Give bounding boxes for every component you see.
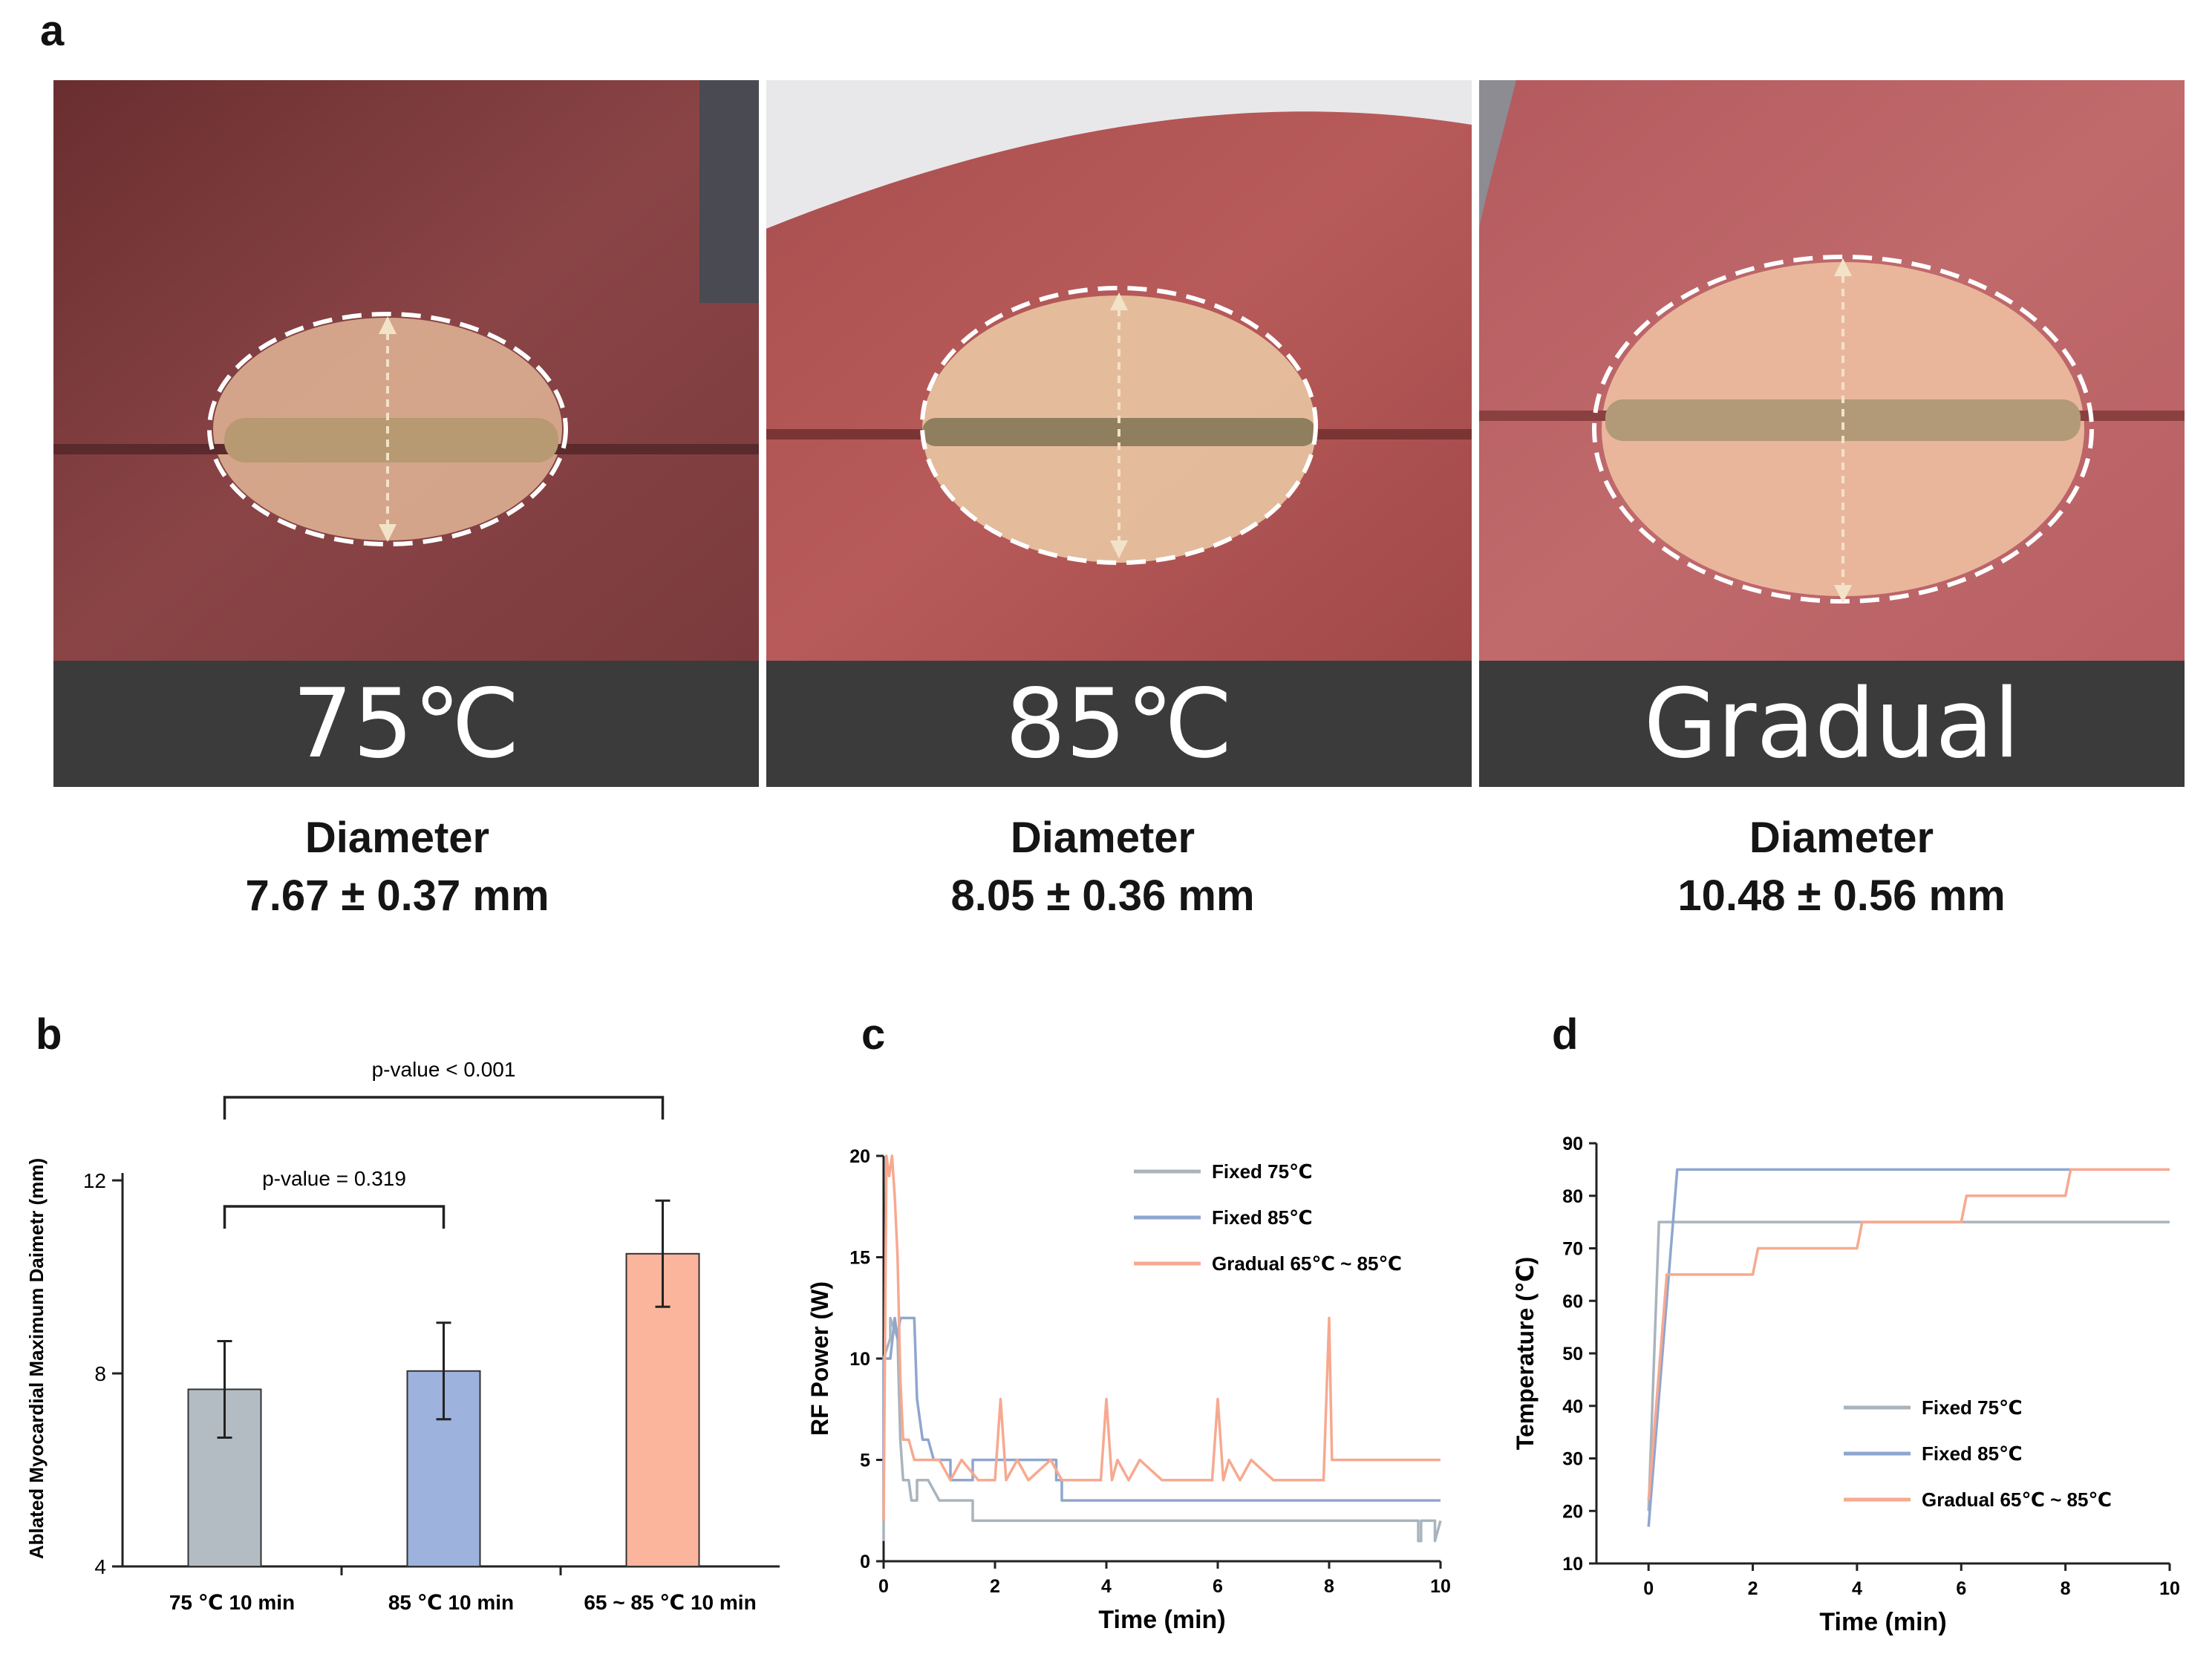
x-tick-label: 6 [1213,1576,1223,1597]
y-tick-label: 4 [94,1555,106,1578]
x-tick-label: 75 ℃ 10 min [169,1591,295,1614]
panel-d-letter: d [1552,1010,1579,1059]
bar-chart-ablation-diameter: 4 8 12 75 ℃ 10 min 85 ℃ 10 min 65 ~ 85 ℃ 10 m… [25,1058,780,1614]
y-tick-label: 15 [849,1248,870,1269]
x-tick-label: 0 [1643,1578,1654,1599]
line-chart-temperature: 10 20 30 40 50 60 70 80 90 0 2 4 6 8 10 Time (min) Tempe… [1512,1134,2180,1636]
series-line [1647,1168,2170,1501]
diameter-block-85c: Diameter 8.05 ± 0.36 mm [746,809,1459,925]
y-tick-label: 80 [1562,1186,1583,1207]
x-tick-label: 8 [1324,1576,1334,1597]
p-value-label: p-value < 0.001 [372,1058,516,1081]
y-tick-label: 20 [849,1146,870,1167]
x-tick-label: 65 ~ 85 ℃ 10 min [584,1591,756,1614]
p-value-label: p-value = 0.319 [262,1167,406,1190]
y-tick-label: 8 [94,1362,106,1385]
x-tick-label: 10 [1430,1576,1451,1597]
series-line [1647,1220,2170,1511]
diameter-block-75c: Diameter 7.67 ± 0.37 mm [41,809,754,925]
y-tick-label: 60 [1562,1291,1583,1312]
panel-b-letter: b [36,1010,62,1059]
y-tick-label: 10 [1562,1554,1583,1575]
y-axis-label: RF Power (W) [806,1281,833,1436]
y-tick-label: 50 [1562,1344,1583,1365]
panel-c-letter: c [861,1010,886,1059]
y-axis-label: Temperature (℃) [1512,1257,1539,1450]
x-tick-label: 6 [1956,1578,1966,1599]
y-tick-label: 70 [1562,1239,1583,1260]
y-tick-label: 90 [1562,1134,1583,1154]
diameter-block-gradual: Diameter 10.48 ± 0.56 mm [1485,809,2198,925]
photo-75c [53,80,759,661]
x-tick-label: 2 [1748,1578,1758,1599]
diameter-title: Diameter [1010,814,1195,862]
diameter-value: 7.67 ± 0.37 mm [245,872,549,920]
legend-label: Fixed 75℃ [1922,1396,2023,1419]
legend-label: Fixed 85℃ [1212,1206,1313,1229]
x-tick-label: 8 [2061,1578,2071,1599]
y-tick-label: 5 [860,1451,870,1471]
legend-label: Fixed 75℃ [1212,1160,1313,1183]
legend-label: Gradual 65℃ ~ 85℃ [1922,1488,2112,1511]
y-tick-label: 0 [860,1552,870,1572]
x-tick-label: 10 [2159,1578,2180,1599]
x-tick-label: 0 [878,1576,889,1597]
photo-gradual [1479,80,2185,661]
diameter-value: 10.48 ± 0.56 mm [1677,872,2006,920]
photo-85c [766,80,1472,661]
y-tick-label: 10 [849,1349,870,1370]
panel-a-letter: a [40,7,65,55]
y-tick-label: 20 [1562,1501,1583,1522]
y-tick-label: 12 [83,1169,106,1192]
x-axis-label: Time (min) [1819,1608,1946,1636]
series-line [882,1316,1441,1521]
diameter-title: Diameter [304,814,490,862]
y-tick-label: 40 [1562,1396,1583,1417]
legend-label: Gradual 65℃ ~ 85℃ [1212,1252,1402,1275]
significance-bracket [223,1205,446,1229]
legend-label: Fixed 85℃ [1922,1442,2023,1465]
x-axis-label: Time (min) [1098,1606,1225,1634]
diameter-value: 8.05 ± 0.36 mm [950,872,1255,920]
series-line [882,1316,1442,1543]
diameter-title: Diameter [1749,814,1934,862]
photo-label-75c: 75℃ [53,661,759,787]
series-line [882,1154,1441,1521]
x-tick-label: 85 ℃ 10 min [388,1591,514,1614]
line-chart-rf-power: 0 5 10 15 20 0 2 4 6 8 10 Time (min) RF Power (W) Fix… [806,1146,1451,1634]
photo-label-85c: 85℃ [766,661,1472,787]
y-tick-label: 30 [1562,1449,1583,1470]
significance-bracket [223,1096,665,1120]
x-tick-label: 2 [990,1576,1000,1597]
photo-label-gradual: Gradual [1479,661,2185,787]
series-line [1647,1168,2071,1527]
x-tick-label: 4 [1101,1576,1112,1597]
x-tick-label: 4 [1852,1578,1862,1599]
y-axis-label: Ablated Myocardial Maximum Daimetr (mm) [25,1158,48,1559]
